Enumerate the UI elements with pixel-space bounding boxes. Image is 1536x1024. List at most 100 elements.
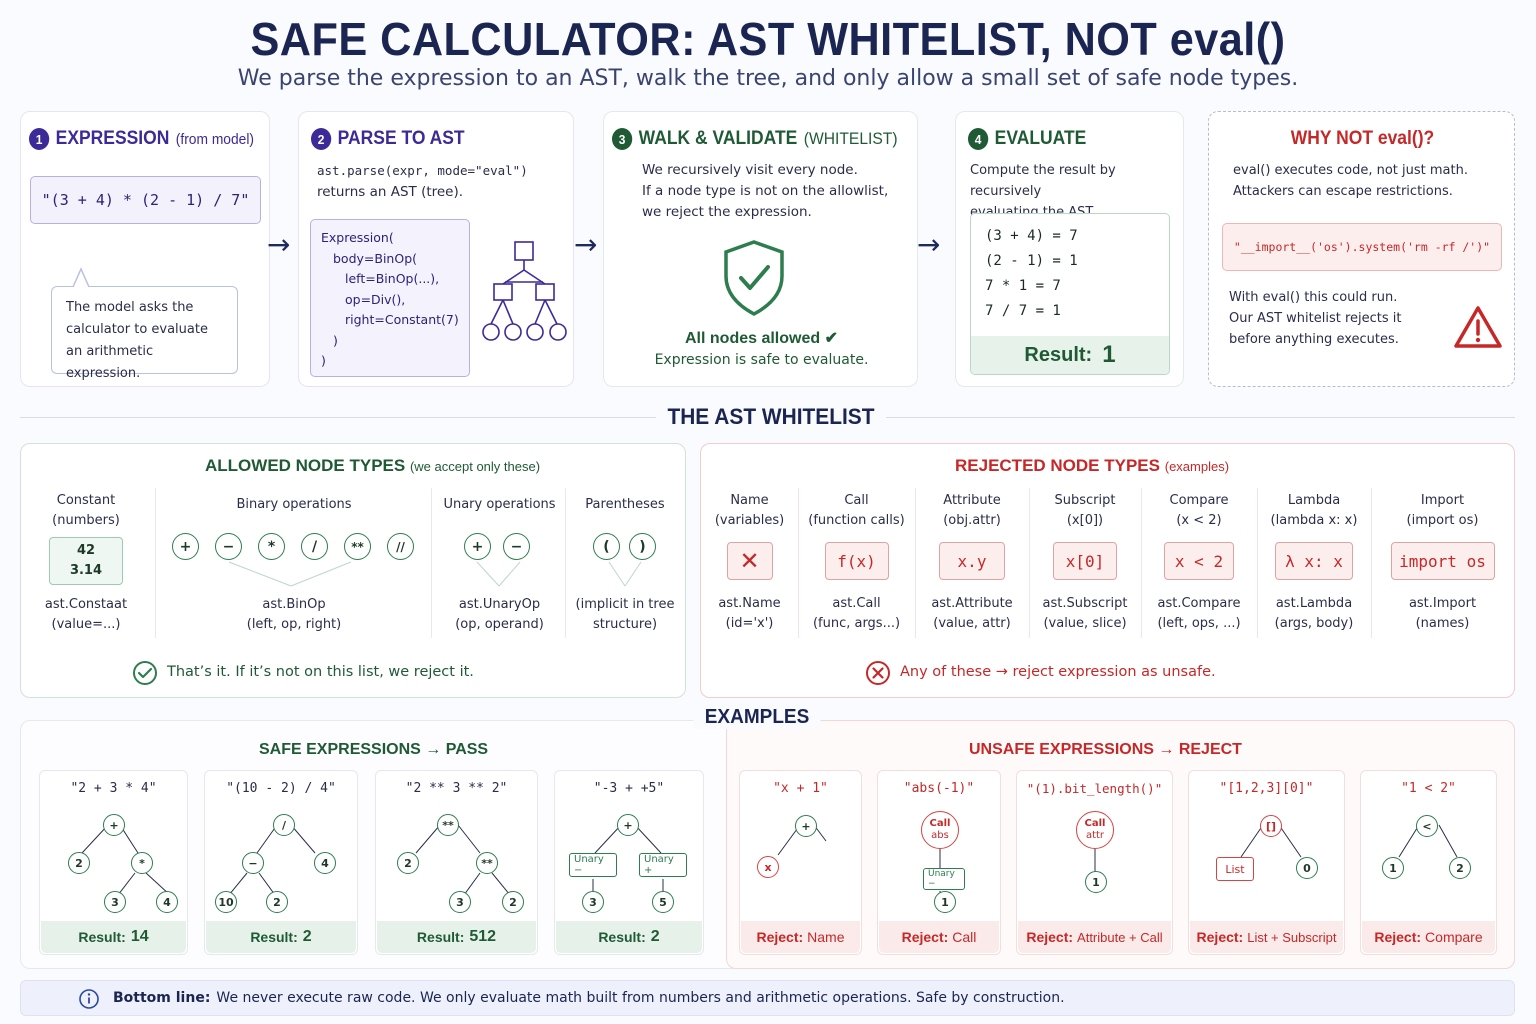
arrow-right-icon: →: [267, 228, 291, 261]
op-floordiv: //: [387, 533, 414, 560]
example-result: Result: 2: [556, 921, 702, 953]
validate-line: we reject the expression.: [642, 204, 812, 220]
rejected-node-fields: (id='x'): [725, 616, 774, 631]
allowed-title: ALLOWED NODE TYPES (we accept only these…: [205, 456, 540, 476]
result-value: 512: [469, 928, 497, 945]
malicious-code-box: "__import__('os').system('rm -rf /')": [1222, 223, 1502, 271]
rejected-heading: Compare: [1169, 493, 1229, 508]
ast-line: right=Constant(7): [345, 312, 459, 327]
example-expression: "1 < 2": [1401, 781, 1456, 796]
tree-node: /: [273, 814, 295, 836]
result-value: 2: [302, 928, 312, 945]
tree-node: 3: [104, 891, 126, 913]
column-divider: [1371, 488, 1372, 638]
unsafe-example-card: "1 < 2" < 1 2 Reject: Compare: [1360, 770, 1497, 955]
rejected-node-name: ast.Call: [832, 596, 881, 611]
ast-tree-icon: [482, 241, 567, 341]
step-4-title: EVALUATE: [994, 128, 1087, 149]
allowed-panel: ALLOWED NODE TYPES (we accept only these…: [20, 443, 686, 698]
binary-heading: Binary operations: [236, 497, 352, 512]
tree-node: 2: [1449, 857, 1471, 879]
safe-example-card: "2 + 3 * 4" + 2 * 3 4 Result: 14: [39, 770, 188, 955]
rejected-node-box: f(x): [824, 542, 889, 580]
why-line: eval() executes code, not just math.: [1233, 163, 1468, 178]
example-result: Reject: List + Subscript: [1190, 921, 1343, 953]
rejected-panel: REJECTED NODE TYPES (examples) Name (vari…: [700, 443, 1515, 698]
safe-title: SAFE EXPRESSIONS → PASS: [259, 741, 489, 758]
tree-node: 2: [397, 852, 419, 874]
step-3-title: WALK & VALIDATE: [638, 128, 798, 149]
calc-line: 7 * 1 = 7: [985, 278, 1061, 294]
warning-icon: [1454, 306, 1502, 348]
example-expression: "[1,2,3][0]": [1219, 781, 1314, 796]
parse-call-text: ast.parse(expr, mode="eval"): [317, 163, 528, 178]
step-number-badge: 1: [29, 128, 50, 150]
rejected-subheading: (x < 2): [1176, 513, 1222, 528]
step-2-title: PARSE TO AST: [337, 128, 465, 149]
tree-lines-icon: [1398, 824, 1458, 858]
step-3-header: 3 WALK & VALIDATE (WHITELIST): [612, 128, 898, 150]
tree-lines-icon: [415, 824, 511, 896]
op-add: +: [172, 533, 199, 560]
result-label: Reject:: [1196, 929, 1244, 945]
unary-plus-node: Unary +: [639, 853, 687, 877]
column-divider: [1141, 488, 1142, 638]
tree-node: 3: [449, 891, 471, 913]
ast-line: body=BinOp(: [333, 250, 418, 266]
example-expression: "-3 + +5": [593, 781, 665, 796]
unaryop-node-name: ast.UnaryOp: [458, 597, 541, 612]
rejected-node-box: x < 2: [1164, 542, 1234, 580]
converge-lines-icon: [228, 561, 352, 587]
rejected-node-name: ast.Compare: [1157, 596, 1241, 611]
bottom-line-label: Bottom line:: [113, 990, 211, 1006]
unsafe-example-card: "x + 1" + x Reject: Name: [739, 770, 862, 955]
tree-node: +: [795, 815, 817, 837]
tree-node: 1: [1382, 857, 1404, 879]
all-allowed-text: All nodes allowed ✔: [685, 330, 838, 347]
rejected-subheading: (function calls): [808, 513, 905, 528]
why-title: WHY NOT eval()?: [1290, 128, 1435, 149]
rejected-subheading: (lambda x: x): [1270, 513, 1358, 528]
constant-heading: Constant: [56, 493, 116, 508]
tree-node: −: [242, 852, 264, 874]
step-evaluate-card: 4 EVALUATE Compute the result by recursi…: [955, 111, 1184, 387]
constant-value: 42: [76, 543, 96, 558]
whitelist-section-title: THE AST WHITELIST: [656, 404, 886, 430]
result-bar: Result: 1: [971, 336, 1169, 374]
rejected-heading: Name: [730, 493, 769, 508]
rejected-node-name: ast.Name: [718, 596, 781, 611]
shield-check-icon: [724, 240, 784, 316]
calc-line: (3 + 4) = 7: [985, 228, 1078, 244]
rejected-heading: Lambda: [1287, 493, 1341, 508]
converge-lines-icon: [608, 561, 642, 587]
example-expression: "(10 - 2) / 4": [226, 781, 336, 796]
tree-node: **: [476, 852, 498, 874]
evaluate-line: Compute the result by recursively: [970, 163, 1116, 199]
step-1-header: 1 EXPRESSION (from model): [29, 128, 254, 150]
parens-heading: Parentheses: [585, 497, 665, 512]
result-label: Reject:: [1374, 929, 1422, 945]
result-label: Reject:: [756, 929, 804, 945]
validate-line: If a node type is not on the allowlist,: [642, 183, 889, 199]
list-node-rejected: List: [1216, 857, 1254, 881]
tree-node: 1: [1085, 871, 1107, 893]
rejected-node-name: ast.Import: [1408, 596, 1477, 611]
tree-lines-icon: [1094, 849, 1096, 873]
tree-node: 3: [582, 891, 604, 913]
ast-line: ): [333, 332, 338, 348]
tree-node: 0: [1296, 857, 1318, 879]
tree-node: 1: [934, 891, 956, 913]
column-divider: [1029, 488, 1030, 638]
tree-lines-icon: [592, 824, 664, 899]
result-label: Result:: [250, 929, 298, 945]
note-line: The model asks the: [66, 300, 194, 315]
ast-line: left=BinOp(...),: [345, 271, 440, 286]
safe-example-card: "(10 - 2) / 4" / − 4 10 2 Result: 2: [204, 770, 358, 955]
safe-text: Expression is safe to evaluate.: [654, 352, 869, 368]
rejected-heading: Subscript: [1054, 493, 1116, 508]
compare-node: <: [1416, 815, 1438, 837]
tree-lines-icon: [81, 824, 171, 896]
tree-node: 2: [502, 891, 524, 913]
column-divider: [1257, 488, 1258, 638]
op-usub: −: [503, 533, 530, 560]
